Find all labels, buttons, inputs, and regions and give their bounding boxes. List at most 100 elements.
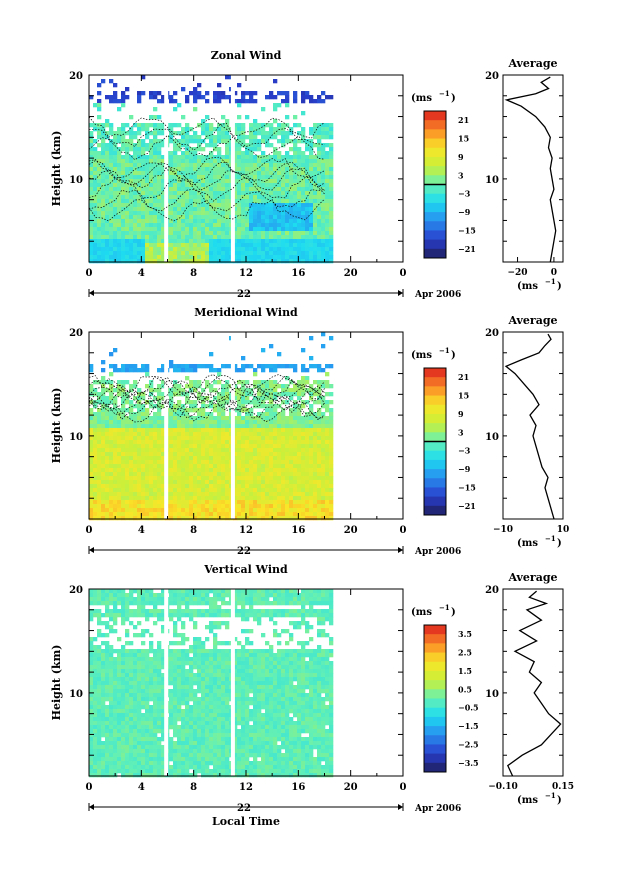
heatmap-cell <box>313 432 318 437</box>
heatmap-cell <box>117 235 122 240</box>
heatmap-cell <box>329 480 334 485</box>
heatmap-cell <box>117 701 122 706</box>
heatmap-cell <box>121 717 126 722</box>
heatmap-cell <box>149 139 154 144</box>
heatmap-cell <box>233 476 238 481</box>
heatmap-cell <box>233 424 238 429</box>
heatmap-cell <box>273 464 278 469</box>
heatmap-cell <box>93 211 98 216</box>
heatmap-cell <box>121 416 126 421</box>
heatmap-cell <box>289 440 294 445</box>
heatmap-cell <box>241 516 246 521</box>
heatmap-cell <box>89 717 94 722</box>
heatmap-cell <box>197 488 202 493</box>
heatmap-cell <box>257 392 262 397</box>
heatmap-cell <box>145 464 150 469</box>
heatmap-cell <box>169 484 174 489</box>
heatmap-cell <box>257 384 262 389</box>
heatmap-cell <box>93 151 98 156</box>
heatmap-cell <box>309 207 314 212</box>
colorbar-tick-label: −15 <box>458 482 476 492</box>
heatmap-cell <box>309 356 314 361</box>
heatmap-cell <box>97 151 102 156</box>
heatmap-cell <box>109 400 114 405</box>
heatmap-cell <box>161 255 166 260</box>
heatmap-cell <box>217 368 222 373</box>
heatmap-cell <box>101 179 106 184</box>
heatmap-cell <box>113 689 118 694</box>
heatmap-cell <box>121 661 126 666</box>
heatmap-cell <box>133 211 138 216</box>
heatmap-cell <box>97 416 102 421</box>
heatmap-cell <box>305 247 310 252</box>
heatmap-cell <box>89 613 94 618</box>
heatmap-cell <box>145 207 150 212</box>
heatmap-cell <box>193 151 198 156</box>
heatmap-cell <box>293 516 298 521</box>
heatmap-cell <box>105 123 110 128</box>
heatmap-cell <box>277 500 282 505</box>
heatmap-cell <box>221 400 226 405</box>
heatmap-cell <box>101 432 106 437</box>
heatmap-cell <box>201 460 206 465</box>
heatmap-cell <box>109 665 114 670</box>
heatmap-cell <box>189 428 194 433</box>
heatmap-cell <box>325 392 330 397</box>
heatmap-cell <box>141 187 146 192</box>
heatmap-cell <box>193 195 198 200</box>
heatmap-cell <box>169 199 174 204</box>
heatmap-cell <box>153 440 158 445</box>
heatmap-cell <box>265 448 270 453</box>
heatmap-cell <box>117 199 122 204</box>
heatmap-cell <box>149 380 154 385</box>
heatmap-cell <box>213 231 218 236</box>
heatmap-cell <box>101 163 106 168</box>
heatmap-cell <box>157 500 162 505</box>
heatmap-cell <box>301 368 306 373</box>
heatmap-cell <box>321 191 326 196</box>
heatmap-cell <box>329 191 334 196</box>
heatmap-cell <box>257 448 262 453</box>
heatmap-cell <box>105 512 110 517</box>
heatmap-cell <box>109 773 114 778</box>
heatmap-cell <box>109 456 114 461</box>
heatmap-cell <box>105 653 110 658</box>
heatmap-cell <box>161 460 166 465</box>
heatmap-cell <box>273 492 278 497</box>
heatmap-cell <box>157 131 162 136</box>
heatmap-cell <box>321 135 326 140</box>
heatmap-cell <box>293 384 298 389</box>
heatmap-cell <box>109 693 114 698</box>
heatmap-cell <box>125 741 130 746</box>
heatmap-cell <box>173 388 178 393</box>
heatmap-cell <box>197 480 202 485</box>
heatmap-cell <box>225 392 230 397</box>
heatmap-cell <box>253 119 258 124</box>
heatmap-cell <box>105 456 110 461</box>
heatmap-cell <box>169 424 174 429</box>
heatmap-cell <box>325 255 330 260</box>
heatmap-cell <box>177 103 182 108</box>
heatmap-cell <box>241 131 246 136</box>
heatmap-cell <box>313 488 318 493</box>
heatmap-cell <box>105 223 110 228</box>
heatmap-cell <box>217 476 222 481</box>
heatmap-cell <box>109 251 114 256</box>
heatmap-cell <box>325 259 330 264</box>
heatmap-cell <box>293 408 298 413</box>
heatmap-cell <box>105 408 110 413</box>
heatmap-cell <box>241 436 246 441</box>
heatmap-cell <box>241 428 246 433</box>
heatmap-cell <box>289 127 294 132</box>
heatmap-cell <box>169 227 174 232</box>
heatmap-cell <box>193 159 198 164</box>
heatmap-cell <box>217 396 222 401</box>
heatmap-cell <box>197 123 202 128</box>
heatmap-cell <box>113 239 118 244</box>
heatmap-cell <box>245 500 250 505</box>
heatmap-cell <box>225 484 230 489</box>
heatmap-cell <box>193 428 198 433</box>
heatmap-cell <box>189 496 194 501</box>
heatmap-cell <box>113 412 118 417</box>
